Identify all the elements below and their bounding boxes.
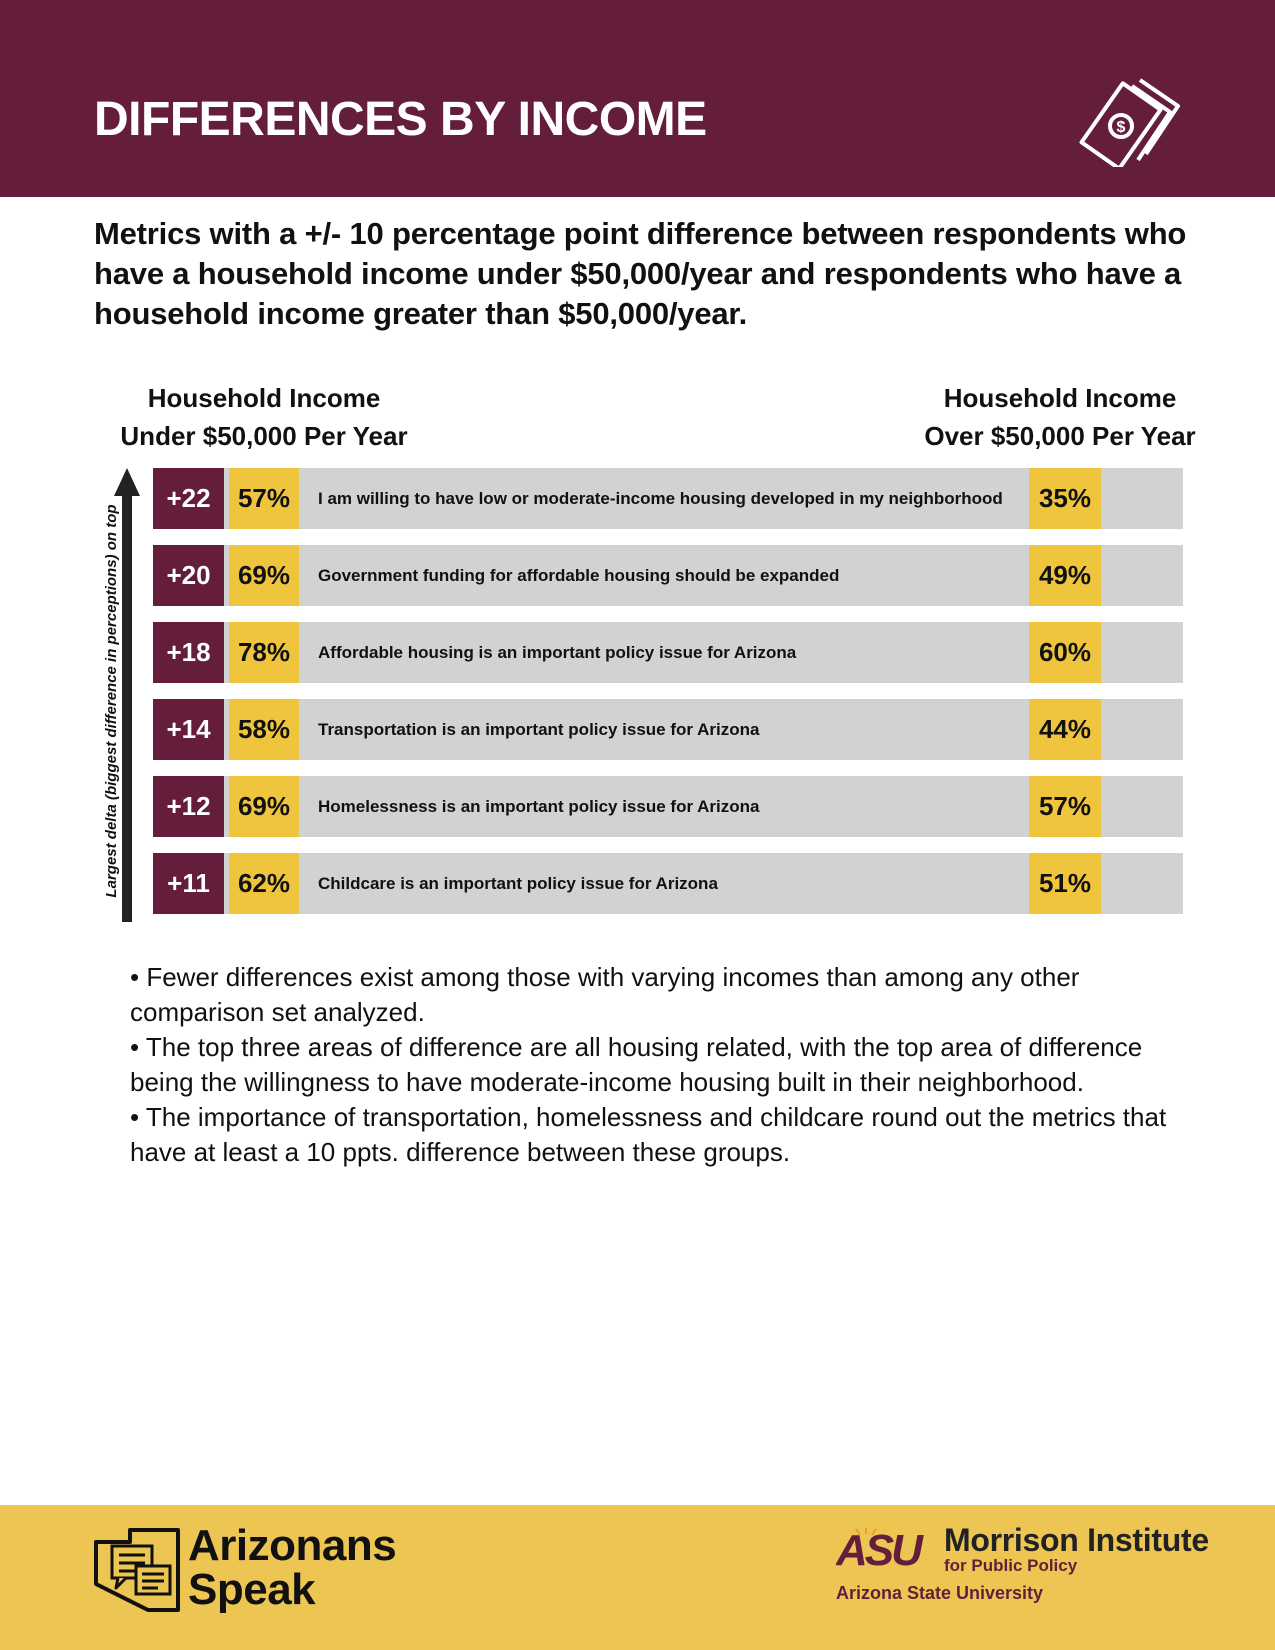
metric-row: +22 57% I am willing to have low or mode… <box>153 468 1183 529</box>
asu-logo-icon: ASU <box>836 1528 927 1570</box>
arizonans-speak-wordmark: Arizonans Speak <box>188 1521 397 1614</box>
asu-logo-text: ASU <box>836 1528 924 1570</box>
under-50k-value: 57% <box>229 468 299 529</box>
over-50k-value: 57% <box>1029 776 1101 837</box>
metric-statement: Government funding for affordable housin… <box>318 565 840 585</box>
column-heading-under-line1: Household Income <box>147 383 381 413</box>
institute-subtitle: for Public Policy <box>944 1556 1078 1575</box>
subtitle: Metrics with a +/- 10 percentage point d… <box>94 216 1187 331</box>
wordmark-line2: Speak <box>188 1565 316 1614</box>
under-50k-value: 69% <box>229 776 299 837</box>
delta-badge: +12 <box>153 776 224 837</box>
page-footer <box>0 1505 1275 1650</box>
page-header: DIFFERENCES BY INCOME $ <box>0 0 1275 197</box>
delta-axis-arrow <box>114 468 140 922</box>
over-50k-value: 51% <box>1029 853 1101 914</box>
institute-name: Morrison Institute <box>944 1522 1209 1558</box>
delta-badge: +11 <box>153 853 224 914</box>
under-50k-value: 62% <box>229 853 299 914</box>
finding-item: • Fewer differences exist among those wi… <box>130 962 1080 1027</box>
under-50k-value: 69% <box>229 545 299 606</box>
delta-badge: +20 <box>153 545 224 606</box>
delta-badge: +14 <box>153 699 224 760</box>
column-heading-under-line2: Under $50,000 Per Year <box>120 421 408 451</box>
findings-list: • Fewer differences exist among those wi… <box>130 960 1190 1170</box>
under-50k-value: 78% <box>229 622 299 683</box>
column-heading-over-line2: Over $50,000 Per Year <box>924 421 1196 451</box>
finding-item: • The top three areas of difference are … <box>130 1032 1143 1097</box>
metric-statement: I am willing to have low or moderate-inc… <box>318 488 1003 508</box>
column-heading-over-line1: Household Income <box>943 383 1177 413</box>
metric-statement: Transportation is an important policy is… <box>318 719 760 739</box>
over-50k-value: 60% <box>1029 622 1101 683</box>
metrics-table: +22 57% I am willing to have low or mode… <box>153 468 1183 930</box>
arrow-up-icon <box>114 468 140 496</box>
metric-statement: Childcare is an important policy issue f… <box>318 873 718 893</box>
metric-row: +12 69% Homelessness is an important pol… <box>153 776 1183 837</box>
under-50k-value: 58% <box>229 699 299 760</box>
delta-badge: +22 <box>153 468 224 529</box>
metric-row: +20 69% Government funding for affordabl… <box>153 545 1183 606</box>
column-heading-under: Household Income Under $50,000 Per Year <box>104 379 424 455</box>
axis-label: Largest delta (biggest difference in per… <box>103 504 120 898</box>
over-50k-value: 35% <box>1029 468 1101 529</box>
metric-row: +14 58% Transportation is an important p… <box>153 699 1183 760</box>
metric-statement: Homelessness is an important policy issu… <box>318 796 760 816</box>
delta-badge: +18 <box>153 622 224 683</box>
finding-item: • The importance of transportation, home… <box>130 1102 1167 1167</box>
money-icon: $ <box>1079 78 1180 167</box>
svg-text:$: $ <box>1117 119 1126 136</box>
metric-statement: Affordable housing is an important polic… <box>318 642 797 662</box>
column-heading-over: Household Income Over $50,000 Per Year <box>910 379 1210 455</box>
metric-row: +18 78% Affordable housing is an importa… <box>153 622 1183 683</box>
over-50k-value: 44% <box>1029 699 1101 760</box>
metric-row: +11 62% Childcare is an important policy… <box>153 853 1183 914</box>
wordmark-line1: Arizonans <box>188 1521 397 1570</box>
over-50k-value: 49% <box>1029 545 1101 606</box>
arizonans-speak-logo-icon <box>94 1528 180 1612</box>
university-name: Arizona State University <box>836 1583 1044 1603</box>
axis-line <box>122 492 132 922</box>
page-title: DIFFERENCES BY INCOME <box>94 93 707 146</box>
